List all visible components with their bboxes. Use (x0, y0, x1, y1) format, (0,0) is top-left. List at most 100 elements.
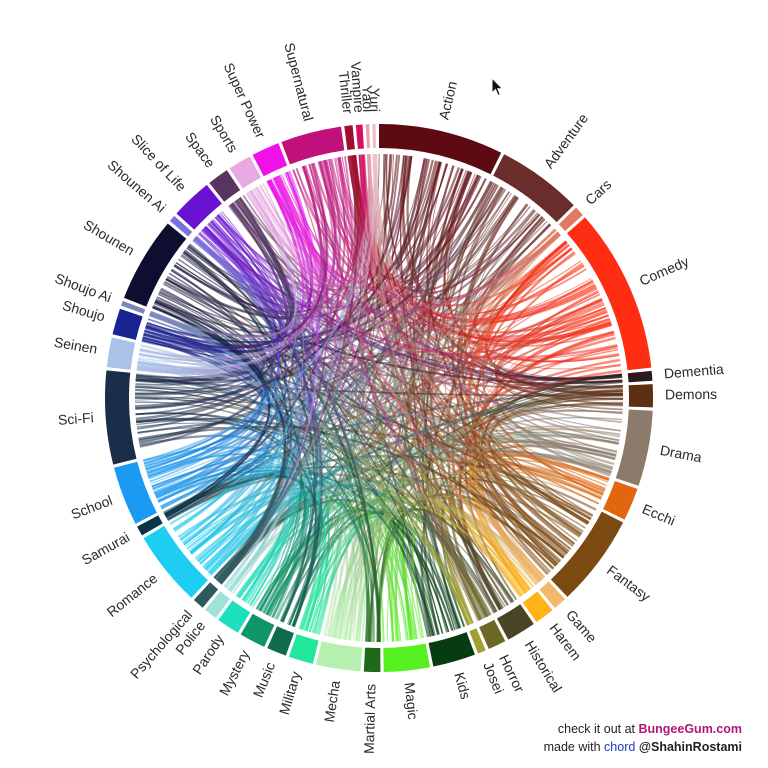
ribbon-slice-of-life-horror (219, 212, 479, 622)
arc-super-power[interactable] (252, 143, 288, 177)
ribbon-super-power-adventure (278, 175, 541, 298)
arc-space[interactable] (209, 170, 241, 202)
arc-romance[interactable] (143, 525, 208, 598)
ribbon-sports-romance (188, 188, 304, 551)
arc-comedy[interactable] (567, 217, 652, 371)
label-military: Military (276, 669, 304, 716)
label-samurai: Samurai (79, 529, 132, 568)
label-shoujo-ai: Shoujo Ai (53, 270, 114, 305)
arc-school[interactable] (114, 461, 157, 524)
bungeegum-link[interactable]: BungeeGum.com (638, 722, 743, 736)
label-sci-fi: Sci-Fi (57, 409, 94, 428)
arc-sci-fi[interactable] (104, 370, 137, 465)
label-fantasy: Fantasy (604, 562, 653, 605)
label-supernatural: Supernatural (281, 41, 316, 123)
label-demons: Demons (665, 386, 717, 402)
arc-parody[interactable] (218, 600, 251, 633)
arc-shounen-ai[interactable] (169, 215, 193, 237)
arc-mecha[interactable] (316, 641, 363, 672)
arc-historical[interactable] (496, 604, 534, 640)
arc-yuri[interactable] (372, 124, 377, 149)
author-handle[interactable]: @ShahinRostami (638, 740, 742, 754)
ribbon-sci-fi-adventure (135, 180, 493, 407)
ribbon-sci-fi-thriller (135, 155, 357, 401)
label-music: Music (250, 660, 279, 700)
ribbon-supernatural-ecchi (327, 159, 605, 493)
arc-harem[interactable] (522, 591, 553, 623)
arc-music[interactable] (267, 626, 294, 656)
ribbon-shounen-harem (170, 269, 522, 597)
label-yaoi: Yaoi (359, 85, 376, 113)
arc-mystery[interactable] (240, 613, 275, 647)
ribbon-slice-of-life-demons (203, 227, 623, 388)
arc-psychological[interactable] (193, 582, 219, 608)
mouse-pointer-icon (491, 77, 504, 97)
arc-shoujo[interactable] (112, 308, 143, 340)
label-ecchi: Ecchi (640, 501, 678, 529)
chord-link[interactable]: chord (604, 740, 636, 754)
arc-game[interactable] (539, 581, 566, 608)
arc-martial-arts[interactable] (363, 647, 381, 672)
ribbon-shounen-ai-kids (194, 237, 456, 630)
arc-shoujo-ai[interactable] (121, 300, 146, 314)
arc-ecchi[interactable] (603, 480, 638, 520)
label-seinen: Seinen (53, 334, 99, 357)
ribbon-thriller-military (311, 155, 362, 633)
arc-shounen[interactable] (123, 223, 187, 307)
ribbon-romance-comedy (181, 309, 607, 544)
ribbon-slice-of-life-school (147, 228, 281, 477)
label-magic: Magic (402, 682, 422, 721)
label-yuri: Yuri (367, 88, 383, 112)
ribbon-comedy-mystery (275, 358, 621, 620)
ribbon-mystery-harem (265, 500, 523, 616)
arc-horror[interactable] (479, 619, 506, 650)
label-shounen: Shounen (81, 216, 137, 258)
arc-vampire[interactable] (355, 124, 364, 149)
label-kids: Kids (451, 670, 474, 701)
ribbon-mecha-action (347, 161, 442, 641)
ribbon-shounen-ai-sci-fi (139, 237, 276, 448)
ribbon-vampire-sci-fi (136, 154, 366, 424)
ribbon-shounen-dementia (165, 278, 623, 385)
arc-demons[interactable] (628, 384, 653, 408)
ribbon-shounen-fantasy (162, 283, 555, 569)
group-arcs-layer (104, 124, 653, 672)
arc-seinen[interactable] (106, 337, 136, 370)
arc-magic[interactable] (383, 643, 431, 672)
arc-sports[interactable] (229, 156, 261, 189)
arc-kids[interactable] (428, 632, 475, 667)
ribbon-yuri-psychological (219, 154, 377, 585)
arc-yaoi[interactable] (365, 124, 370, 149)
ribbon-slice-of-life-drama (217, 214, 621, 432)
label-comedy: Comedy (637, 253, 691, 289)
label-martial-arts: Martial Arts (361, 684, 379, 754)
ribbon-supernatural-samurai (164, 157, 346, 516)
ribbon-shounen-school (145, 296, 267, 471)
arc-samurai[interactable] (137, 515, 163, 536)
arc-drama[interactable] (615, 409, 653, 486)
arc-dementia[interactable] (627, 370, 653, 383)
arc-thriller[interactable] (344, 125, 355, 151)
label-drama: Drama (659, 442, 703, 466)
arc-slice-of-life[interactable] (176, 184, 222, 230)
ribbon-mecha-martial-arts (358, 519, 375, 642)
ribbon-shounen-kids (188, 245, 444, 634)
arc-fantasy[interactable] (550, 511, 624, 597)
credits-block: check it out at BungeeGum.com made with … (544, 720, 742, 756)
ribbon-super-power-harem (275, 175, 531, 591)
ribbon-super-power-dementia (270, 179, 623, 380)
ribbon-supernatural-sports (249, 156, 354, 288)
arc-cars[interactable] (558, 207, 583, 231)
label-dementia: Dementia (663, 361, 724, 382)
ribbon-yaoi-horror (369, 154, 482, 621)
arc-police[interactable] (205, 591, 230, 619)
arc-adventure[interactable] (493, 154, 574, 223)
arc-supernatural[interactable] (281, 126, 345, 165)
arc-josei[interactable] (469, 628, 486, 654)
ribbon-yuri-school (142, 154, 377, 462)
arc-military[interactable] (288, 634, 319, 664)
ribbon-school-military (160, 472, 326, 632)
arc-action[interactable] (379, 124, 502, 175)
ribbon-slice-of-life-historical (216, 215, 515, 602)
ribbons-layer (134, 153, 624, 643)
